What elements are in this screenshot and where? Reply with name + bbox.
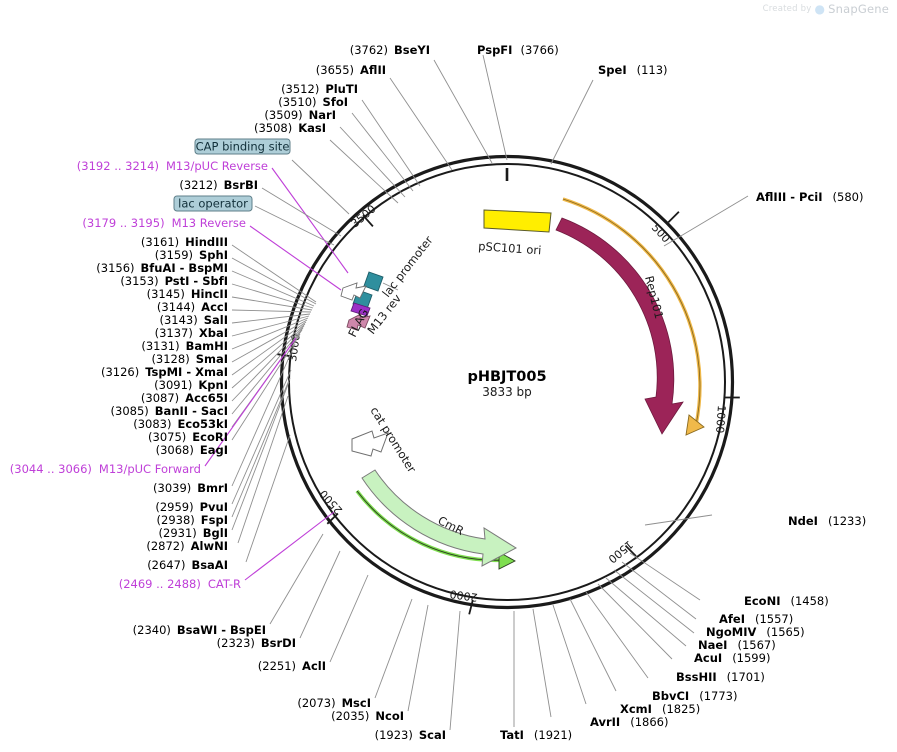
site-label-row: (1923) ScaI: [375, 728, 446, 742]
site-label-row: AfeI (1557): [719, 612, 793, 626]
site-label-row: (3143) SalI: [159, 313, 228, 327]
site-label-row: (3145) HincII: [147, 287, 228, 301]
boxed-label-lac-operator: lac operator: [173, 195, 253, 212]
site-label-row: (3144) AccI: [157, 300, 228, 314]
site-label-row: (3044 .. 3066) M13/pUC Forward: [10, 462, 201, 476]
site-label-row: (3192 .. 3214) M13/pUC Reverse: [77, 159, 268, 173]
site-label-row: NgoMIV (1565): [706, 625, 805, 639]
boxed-label-text: lac operator: [178, 197, 248, 211]
site-label-row: (3512) PluTI: [281, 82, 358, 96]
site-labels-right: AflIII - PciI (580) NdeI (1233) EcoNI (1458…: [500, 190, 866, 742]
site-label-row: (3762) BseYI: [350, 43, 430, 57]
snapgene-watermark: Created by ● SnapGene: [763, 2, 889, 16]
site-label-row: (3085) BanII - SacI: [111, 404, 228, 418]
site-labels-left: (3192 .. 3214) M13/pUC Reverse (3212) BsrB…: [10, 159, 446, 742]
site-label-row: (3131) BamHI: [141, 339, 228, 353]
tick-label: 1000: [713, 405, 728, 434]
site-label-row: (3153) PstI - SbfI: [120, 274, 228, 288]
site-label-row: (3091) KpnI: [154, 378, 228, 392]
site-label-row: (3156) BfuAI - BspMI: [96, 261, 228, 275]
site-label-row: (2931) BglI: [159, 526, 228, 540]
feature-rep101: Rep101: [555, 217, 684, 435]
site-label-row: (2073) MscI: [297, 696, 371, 710]
site-label-row: (3068) EagI: [156, 443, 228, 457]
site-label-row: (2647) BsaAI: [147, 558, 228, 572]
site-label-row: PspFI (3766): [477, 43, 559, 57]
site-label-row: NaeI (1567): [698, 638, 776, 652]
site-label-row: (2251) AclI: [258, 659, 326, 673]
site-label-row: (3039) BmrI: [153, 481, 228, 495]
site-label-row: (3083) Eco53kI: [133, 417, 228, 431]
site-label-row: SpeI (113): [598, 63, 668, 77]
site-label-row: (2872) AlwNI: [146, 539, 228, 553]
site-label-row: (2340) BsaWI - BspEI: [133, 623, 266, 637]
plasmid-name: pHBJT005: [467, 369, 546, 385]
boxed-label-text: CAP binding site: [196, 140, 290, 154]
site-label-row: (2323) BsrDI: [217, 636, 296, 650]
site-label-row: (3212) BsrBI: [179, 178, 258, 192]
site-label-row: XcmI (1825): [620, 702, 700, 716]
site-label-row: (3137) XbaI: [155, 326, 228, 340]
feature-label-lac-promoter: lac promoter: [379, 233, 436, 300]
site-label-row: (3508) KasI: [254, 121, 326, 135]
site-label-row: (3087) Acc65I: [141, 391, 228, 405]
leader-lines: [204, 54, 749, 731]
snapgene-logo-icon: ●: [814, 2, 826, 16]
watermark-created-label: Created by: [762, 4, 812, 14]
feature-rep101-outer-arc: [562, 197, 705, 436]
site-label-row: (2938) FspI: [157, 513, 228, 527]
site-label-row: (2959) PvuI: [155, 500, 228, 514]
site-label-row: (3126) TspMI - XmaI: [101, 365, 228, 379]
site-label-row: (3510) SfoI: [278, 95, 348, 109]
site-label-row: (3128) SmaI: [151, 352, 228, 366]
site-label-row: AcuI (1599): [694, 651, 770, 665]
feature-cluster-lac: lac promoter M13 rev FLAG: [340, 233, 436, 339]
site-labels-top: (3762) BseYI PspFI (3766) SpeI (113) (3655)…: [254, 43, 668, 135]
site-label-row: (3075) EcoRI: [148, 430, 228, 444]
site-label-row: (3159) SphI: [155, 248, 228, 262]
site-label-row: (2035) NcoI: [331, 709, 404, 723]
plasmid-size: 3833 bp: [482, 385, 532, 399]
boxed-label-cap-binding-site: CAP binding site: [194, 138, 291, 155]
site-label-row: TatI (1921): [500, 728, 572, 742]
site-label-row: (3509) NarI: [264, 108, 336, 122]
site-label-row: (3179 .. 3195) M13 Reverse: [82, 216, 246, 230]
feature-psc101-ori: pSC101 ori: [478, 209, 552, 257]
site-label-row: (2469 .. 2488) CAT-R: [119, 577, 241, 591]
site-label-row: EcoNI (1458): [744, 594, 829, 608]
feature-label-psc101-ori: pSC101 ori: [478, 239, 542, 257]
site-label-row: AvrII (1866): [590, 715, 668, 729]
watermark-brand-label: SnapGene: [828, 2, 889, 16]
site-label-row: BssHII (1701): [676, 670, 765, 684]
site-label-row: BbvCI (1773): [652, 689, 737, 703]
site-label-row: AflIII - PciI (580): [756, 190, 863, 204]
site-label-row: NdeI (1233): [788, 514, 866, 528]
site-label-row: (3655) AflII: [316, 63, 386, 77]
site-label-row: (3161) HindIII: [141, 235, 228, 249]
feature-cat-promoter: cat promoter: [351, 404, 419, 475]
tick-label: 2000: [449, 587, 479, 604]
